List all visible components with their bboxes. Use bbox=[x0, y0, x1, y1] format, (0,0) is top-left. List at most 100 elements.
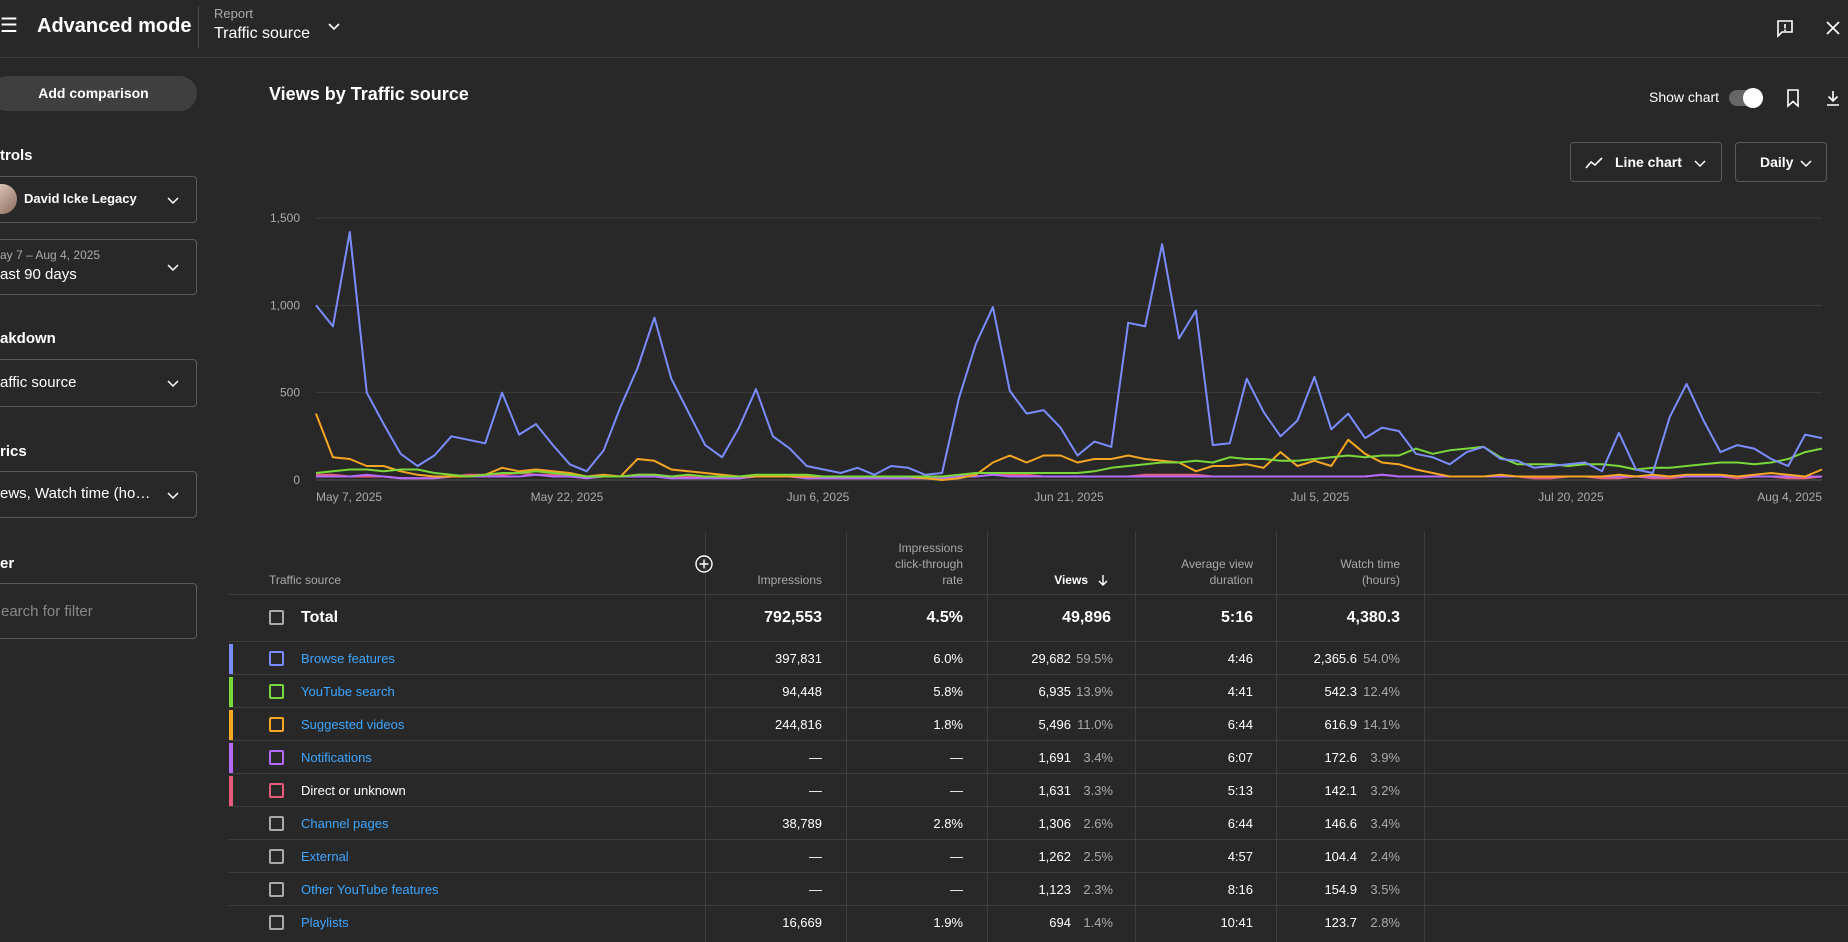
ctr-cell: 1.8% bbox=[933, 717, 963, 732]
watch-percent-cell: 14.1% bbox=[1363, 717, 1400, 732]
bookmark-icon[interactable] bbox=[1783, 88, 1803, 108]
row-checkbox[interactable] bbox=[269, 882, 284, 897]
breakdown-label: akdown bbox=[0, 330, 56, 347]
views-percent-cell: 2.3% bbox=[1083, 882, 1113, 897]
watch-header-line: Watch time bbox=[1340, 557, 1400, 571]
channel-name: David Icke Legacy bbox=[24, 191, 137, 206]
column-header-views[interactable]: Views bbox=[1054, 573, 1088, 587]
period-label: Daily bbox=[1760, 154, 1794, 170]
series-color-bar bbox=[229, 677, 233, 707]
add-column-icon[interactable] bbox=[694, 554, 714, 574]
controls-label: trols bbox=[0, 147, 33, 164]
show-chart-label: Show chart bbox=[1649, 89, 1720, 105]
traffic-source-name[interactable]: External bbox=[301, 849, 349, 864]
total-checkbox[interactable] bbox=[269, 610, 284, 625]
chevron-down-icon[interactable] bbox=[166, 376, 180, 390]
watch-header-line: (hours) bbox=[1361, 573, 1400, 587]
filter-label: er bbox=[0, 555, 15, 572]
impressions-cell: 38,789 bbox=[782, 816, 822, 831]
menu-icon[interactable]: ☰ bbox=[0, 15, 18, 37]
column-header-traffic-source[interactable]: Traffic source bbox=[269, 573, 342, 587]
chart-type-dropdown[interactable]: Line chart bbox=[1570, 142, 1722, 182]
add-comparison-button[interactable]: Add comparison bbox=[0, 76, 197, 111]
traffic-source-name[interactable]: Channel pages bbox=[301, 816, 389, 831]
column-divider bbox=[846, 532, 847, 942]
table-total-row: Total 792,553 4.5% 49,896 5:16 4,380.3 bbox=[229, 594, 1848, 641]
total-ctr: 4.5% bbox=[926, 609, 963, 626]
ctr-cell: — bbox=[950, 849, 963, 864]
x-tick-label: Aug 4, 2025 bbox=[1757, 490, 1822, 504]
metrics-selector[interactable] bbox=[0, 471, 197, 518]
feedback-icon[interactable] bbox=[1775, 18, 1795, 38]
traffic-source-name: Direct or unknown bbox=[301, 783, 406, 798]
traffic-source-name[interactable]: YouTube search bbox=[301, 684, 395, 699]
total-watch-time: 4,380.3 bbox=[1346, 609, 1400, 626]
row-checkbox[interactable] bbox=[269, 816, 284, 831]
views-cell: 6,935 bbox=[1038, 684, 1071, 699]
breakdown-value: affic source bbox=[0, 374, 77, 391]
column-header-watch-time[interactable]: Watch time (hours) bbox=[1276, 556, 1400, 588]
download-icon[interactable] bbox=[1823, 88, 1843, 108]
avd-header-line: duration bbox=[1209, 573, 1253, 587]
date-range-selector[interactable] bbox=[0, 239, 197, 295]
views-percent-cell: 2.5% bbox=[1083, 849, 1113, 864]
close-icon[interactable] bbox=[1823, 18, 1843, 38]
watch-time-cell: 616.9 bbox=[1324, 717, 1357, 732]
toggle-knob[interactable] bbox=[1743, 88, 1763, 108]
row-checkbox[interactable] bbox=[269, 651, 284, 666]
x-tick-label: Jun 6, 2025 bbox=[787, 490, 850, 504]
y-tick-label: 0 bbox=[293, 473, 300, 487]
views-percent-cell: 13.9% bbox=[1076, 684, 1113, 699]
row-checkbox[interactable] bbox=[269, 684, 284, 699]
column-divider bbox=[1135, 532, 1136, 942]
column-header-ctr[interactable]: Impressions click-through rate bbox=[846, 540, 963, 588]
ctr-cell: 1.9% bbox=[933, 915, 963, 930]
watch-percent-cell: 3.9% bbox=[1370, 750, 1400, 765]
header-divider bbox=[198, 6, 199, 48]
row-checkbox[interactable] bbox=[269, 915, 284, 930]
table-row: Playlists 16,669 1.9% 694 1.4% 10:41 123.7 2.8% bbox=[229, 905, 1848, 938]
filter-input[interactable] bbox=[0, 583, 197, 639]
ctr-cell: 5.8% bbox=[933, 684, 963, 699]
row-checkbox[interactable] bbox=[269, 717, 284, 732]
impressions-cell: — bbox=[809, 750, 822, 765]
traffic-source-name[interactable]: Notifications bbox=[301, 750, 372, 765]
line-chart-icon bbox=[1585, 157, 1603, 169]
chevron-down-icon[interactable] bbox=[166, 193, 180, 207]
views-percent-cell: 1.4% bbox=[1083, 915, 1113, 930]
ctr-header-line: rate bbox=[942, 573, 963, 587]
avd-cell: 4:46 bbox=[1227, 651, 1253, 666]
period-dropdown[interactable]: Daily bbox=[1735, 142, 1827, 182]
x-tick-label: Jul 20, 2025 bbox=[1538, 490, 1604, 504]
views-cell: 1,306 bbox=[1038, 816, 1071, 831]
avd-header-line: Average view bbox=[1181, 557, 1253, 571]
table-row: External — — 1,262 2.5% 4:57 104.4 2.4% bbox=[229, 839, 1848, 872]
row-checkbox[interactable] bbox=[269, 849, 284, 864]
x-tick-label: Jul 5, 2025 bbox=[1291, 490, 1350, 504]
x-tick-label: May 22, 2025 bbox=[531, 490, 604, 504]
traffic-source-name[interactable]: Playlists bbox=[301, 915, 349, 930]
table-row: Channel pages 38,789 2.8% 1,306 2.6% 6:44 146.… bbox=[229, 806, 1848, 839]
watch-time-cell: 154.9 bbox=[1324, 882, 1357, 897]
table-row: Other YouTube features — — 1,123 2.3% 8:16 154… bbox=[229, 872, 1848, 905]
channel-selector[interactable] bbox=[0, 176, 197, 223]
chevron-down-icon[interactable] bbox=[166, 488, 180, 502]
column-header-avd[interactable]: Average view duration bbox=[1135, 556, 1253, 588]
breakdown-selector[interactable] bbox=[0, 359, 197, 407]
table-row: Direct or unknown — — 1,631 3.3% 5:13 142.1 3.2… bbox=[229, 773, 1848, 806]
avd-cell: 6:44 bbox=[1227, 717, 1253, 732]
chevron-down-icon[interactable] bbox=[326, 18, 342, 34]
chevron-down-icon[interactable] bbox=[166, 260, 180, 274]
column-header-impressions[interactable]: Impressions bbox=[757, 573, 822, 587]
traffic-source-name[interactable]: Suggested videos bbox=[301, 717, 405, 732]
x-tick-label: Jun 21, 2025 bbox=[1034, 490, 1104, 504]
report-label: Report bbox=[214, 6, 254, 21]
top-bar: ☰ Advanced mode Report Traffic source bbox=[0, 0, 1848, 58]
row-checkbox[interactable] bbox=[269, 783, 284, 798]
row-checkbox[interactable] bbox=[269, 750, 284, 765]
avd-cell: 10:41 bbox=[1220, 915, 1253, 930]
traffic-source-name[interactable]: Browse features bbox=[301, 651, 395, 666]
sort-down-icon[interactable] bbox=[1096, 573, 1110, 587]
traffic-source-name[interactable]: Other YouTube features bbox=[301, 882, 439, 897]
report-selector[interactable]: Traffic source bbox=[214, 25, 311, 42]
